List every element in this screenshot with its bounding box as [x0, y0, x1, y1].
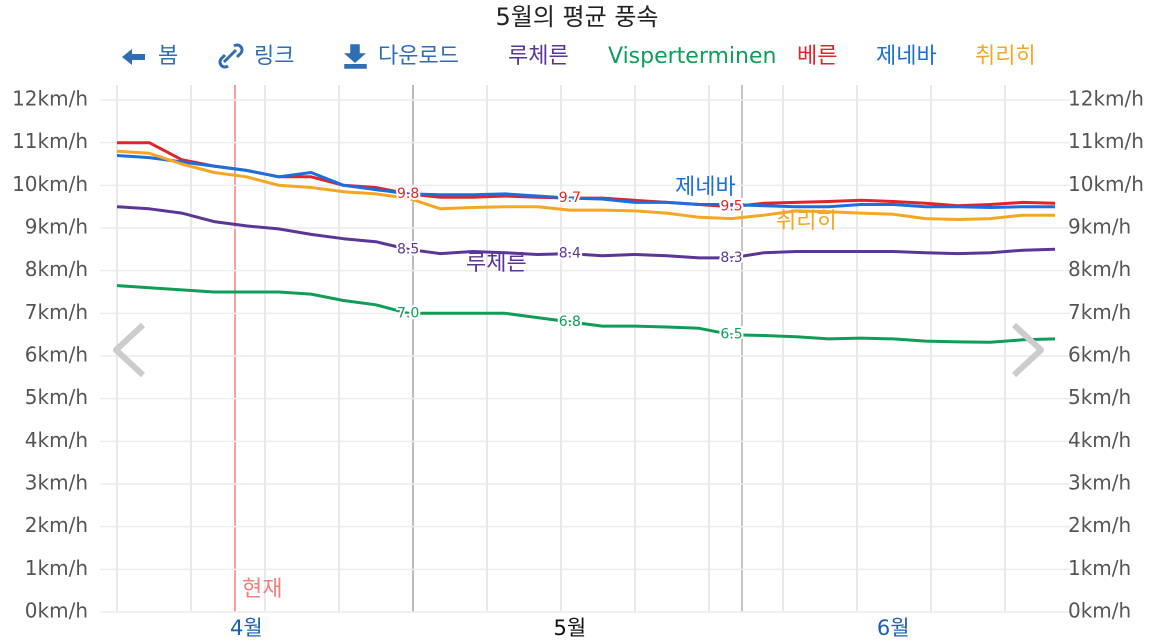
value-label: 9.8: [397, 186, 419, 202]
y2-tick-label: 6km/h: [1068, 343, 1131, 367]
y2-tick-label: 12km/h: [1068, 87, 1144, 111]
now-label: 현재: [242, 577, 282, 602]
value-label: 7.0: [397, 305, 419, 321]
value-label: 9.5: [720, 199, 742, 215]
series-line: [116, 149, 1055, 221]
legend-entry[interactable]: 취리히: [975, 44, 1036, 69]
y-tick-label: 10km/h: [12, 172, 88, 196]
spring-button[interactable]: 봄: [122, 44, 178, 69]
button-label: 링크: [254, 44, 294, 69]
navigation: [113, 322, 1044, 378]
y-tick-label: 6km/h: [25, 343, 88, 367]
legend-entry[interactable]: Visperterminen: [608, 44, 776, 69]
y2-tick-label: 11km/h: [1068, 129, 1144, 153]
prev-arrow[interactable]: [113, 322, 146, 378]
y2-tick-label: 2km/h: [1068, 513, 1131, 537]
layer: [100, 85, 1070, 613]
download-icon: [344, 44, 367, 69]
y2-tick-label: 3km/h: [1068, 471, 1131, 495]
value-label: 8.3: [720, 250, 742, 266]
series-name-label: 제네바: [675, 175, 736, 200]
layer: [116, 141, 1056, 344]
legend-entry[interactable]: 루체른: [508, 44, 569, 69]
chart-title: 5월의 평균 풍속: [495, 3, 658, 31]
value-label: 8.4: [559, 246, 581, 262]
y2-tick-label: 8km/h: [1068, 257, 1131, 281]
back-icon: [122, 49, 145, 65]
y-tick-label: 0km/h: [25, 599, 88, 623]
y-tick-label: 5km/h: [25, 385, 88, 409]
y2-tick-label: 7km/h: [1068, 300, 1131, 324]
y2-tick-label: 9km/h: [1068, 215, 1131, 239]
link-button[interactable]: 링크: [218, 43, 294, 69]
value-label: 8.5: [397, 241, 419, 257]
y-tick-label: 7km/h: [25, 300, 88, 324]
y-tick-label: 11km/h: [12, 129, 88, 153]
series-name-label: 취리히: [776, 209, 837, 234]
legend-entry[interactable]: 제네바: [876, 44, 937, 69]
next-arrow[interactable]: [1011, 322, 1044, 378]
legend-entry[interactable]: 베른: [797, 44, 837, 69]
y-tick-label: 8km/h: [25, 257, 88, 281]
y-tick-label: 12km/h: [12, 87, 88, 111]
y2-tick-label: 5km/h: [1068, 385, 1131, 409]
y2-tick-label: 4km/h: [1068, 428, 1131, 452]
value-label: 9.7: [559, 190, 581, 206]
y2-tick-label: 1km/h: [1068, 556, 1131, 580]
series-line: [116, 154, 1055, 209]
y-tick-label: 2km/h: [25, 513, 88, 537]
series-name-label: 루체른: [466, 251, 527, 276]
layer: 현재 0km/h 1km/h 2km/h 3km/h 4km/h 5km/h 6km/h 7km…: [12, 87, 1144, 641]
series-line: [116, 205, 1056, 260]
value-label: 6.8: [559, 314, 581, 330]
y-tick-label: 3km/h: [25, 471, 88, 495]
x-tick-label: 5월: [553, 616, 586, 640]
link-icon: [218, 43, 244, 69]
button-label: 봄: [158, 44, 178, 69]
y-tick-label: 9km/h: [25, 215, 88, 239]
y-tick-label: 4km/h: [25, 428, 88, 452]
button-label: 다운로드: [378, 44, 459, 69]
y2-tick-label: 10km/h: [1068, 172, 1144, 196]
x-tick-label: 6월: [877, 616, 910, 640]
download-button[interactable]: 다운로드: [344, 44, 459, 69]
y-tick-label: 1km/h: [25, 556, 88, 580]
toolbar: 봄 링크 다운로드: [122, 43, 459, 69]
series-line: [116, 284, 1056, 344]
value-label: 6.5: [720, 327, 742, 343]
y2-tick-label: 0km/h: [1068, 599, 1131, 623]
x-tick-label: 4월: [230, 616, 263, 640]
